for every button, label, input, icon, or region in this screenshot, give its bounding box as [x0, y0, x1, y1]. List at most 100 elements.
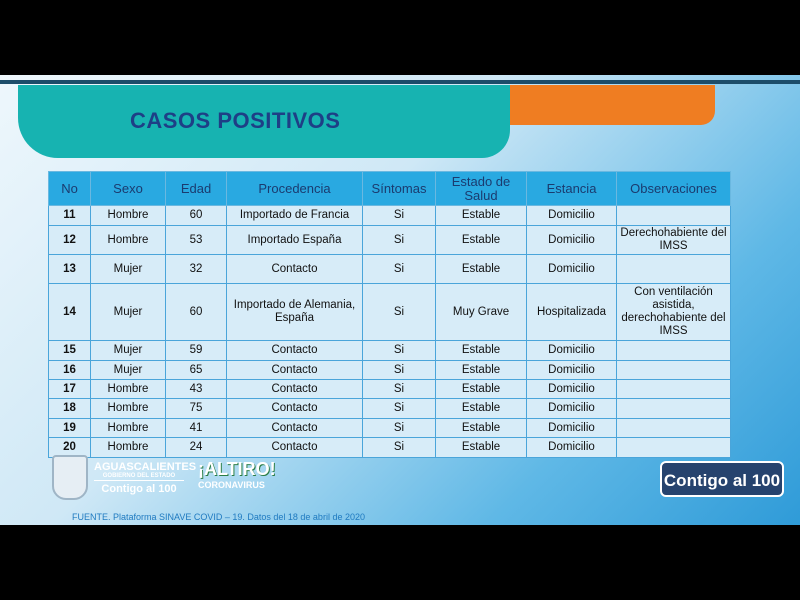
table-cell: Contacto — [226, 360, 363, 380]
table-row: 15 Mujer 59 Contacto Si Estable Domicilio — [48, 340, 731, 361]
table-cell: Hombre — [90, 398, 166, 419]
table-cell: 60 — [165, 283, 227, 341]
state-name: AGUASCALIENTES — [94, 461, 197, 473]
table-cell: Importado de Francia — [226, 205, 363, 226]
column-header: Estancia — [526, 171, 617, 206]
table-cell: Contacto — [226, 340, 363, 361]
column-header: Estado de Salud — [435, 171, 527, 206]
table-cell: Si — [362, 418, 436, 438]
table-cell: 43 — [165, 379, 227, 399]
altiro-logo: ¡ALTIRO! CORONAVIRUS — [198, 459, 276, 490]
table-cell: Estable — [435, 205, 527, 226]
table-cell: Estable — [435, 398, 527, 419]
column-header: Procedencia — [226, 171, 363, 206]
table-row: 12 Hombre 53 Importado España Si Estable Domic… — [48, 225, 731, 255]
table-cell: Si — [362, 340, 436, 361]
table-cell: Hombre — [90, 205, 166, 226]
table-cell: 60 — [165, 205, 227, 226]
table-cell: 18 — [48, 398, 91, 419]
table-row: 11 Hombre 60 Importado de Francia Si Estable D… — [48, 205, 731, 226]
table-cell: Si — [362, 398, 436, 419]
table-cell: Mujer — [90, 283, 166, 341]
coat-of-arms-logo — [52, 455, 88, 500]
table-cell: Mujer — [90, 360, 166, 380]
slide: CASOS POSITIVOS No Sexo Edad Procedencia Sín… — [0, 75, 800, 525]
table-cell: Si — [362, 254, 436, 284]
table-cell: 75 — [165, 398, 227, 419]
column-header: Edad — [165, 171, 227, 206]
top-line — [0, 80, 800, 84]
page-title: CASOS POSITIVOS — [130, 108, 341, 133]
table-cell: Domicilio — [526, 360, 617, 380]
table-cell: Estable — [435, 437, 527, 458]
table-row: 13 Mujer 32 Contacto Si Estable Domicilio — [48, 254, 731, 284]
table-cell: Derechohabiente del IMSS — [616, 225, 731, 255]
table-cell — [616, 360, 731, 380]
table-cell: Hombre — [90, 225, 166, 255]
table-cell: Muy Grave — [435, 283, 527, 341]
table-cell: Mujer — [90, 254, 166, 284]
table-cell: Si — [362, 379, 436, 399]
column-header: No — [48, 171, 91, 206]
altiro-text: ¡ALTIRO! — [198, 459, 276, 479]
table-row: 20 Hombre 24 Contacto Si Estable Domicilio — [48, 437, 731, 458]
table-cell: Si — [362, 283, 436, 341]
state-logo: AGUASCALIENTES GOBIERNO DEL ESTADO Conti… — [94, 461, 196, 495]
table-cell: 65 — [165, 360, 227, 380]
table-cell: Con ventilación asistida, derechohabient… — [616, 283, 731, 341]
table-cell: Domicilio — [526, 437, 617, 458]
table-cell: Si — [362, 205, 436, 226]
table-cell: 53 — [165, 225, 227, 255]
table-cell — [616, 254, 731, 284]
altiro-sub: CORONAVIRUS — [198, 480, 265, 490]
table-cell — [616, 340, 731, 361]
table-row: 18 Hombre 75 Contacto Si Estable Domicilio — [48, 398, 731, 419]
table-cell: Domicilio — [526, 418, 617, 438]
orange-banner — [470, 85, 715, 125]
column-header: Observaciones — [616, 171, 731, 206]
title-banner — [18, 85, 510, 158]
table-cell: 14 — [48, 283, 91, 341]
table-cell: 32 — [165, 254, 227, 284]
table-row: 17 Hombre 43 Contacto Si Estable Domicilio — [48, 379, 731, 399]
table-cell: Estable — [435, 225, 527, 255]
table-cell: 41 — [165, 418, 227, 438]
table-row: 19 Hombre 41 Contacto Si Estable Domicilio — [48, 418, 731, 438]
table-row: 16 Mujer 65 Contacto Si Estable Domicilio — [48, 360, 731, 380]
table-cell: Contacto — [226, 379, 363, 399]
table-cell: Domicilio — [526, 398, 617, 419]
table-cell: Domicilio — [526, 340, 617, 361]
table-cell — [616, 205, 731, 226]
table-cell: Importado de Alemania, España — [226, 283, 363, 341]
table-cell: 59 — [165, 340, 227, 361]
table-cell: Domicilio — [526, 379, 617, 399]
table-cell: Contacto — [226, 437, 363, 458]
table-cell: Contacto — [226, 398, 363, 419]
table-cell: Si — [362, 225, 436, 255]
slogan: Contigo al 100 — [101, 483, 177, 495]
table-cell — [616, 437, 731, 458]
table-cell: Importado España — [226, 225, 363, 255]
table-cell: 11 — [48, 205, 91, 226]
table-cell: 24 — [165, 437, 227, 458]
table-cell: 12 — [48, 225, 91, 255]
table-cell: 15 — [48, 340, 91, 361]
cases-table: No Sexo Edad Procedencia Síntomas Estado de S… — [48, 171, 731, 458]
table-cell: 17 — [48, 379, 91, 399]
table-cell: Domicilio — [526, 225, 617, 255]
table-cell: Hospitalizada — [526, 283, 617, 341]
table-cell: Domicilio — [526, 254, 617, 284]
table-cell: Estable — [435, 254, 527, 284]
table-cell: 16 — [48, 360, 91, 380]
contigo-badge: Contigo al 100 — [660, 461, 784, 497]
table-cell: Hombre — [90, 379, 166, 399]
table-cell: Si — [362, 437, 436, 458]
source-note: FUENTE. Plataforma SINAVE COVID – 19. Da… — [72, 512, 365, 522]
column-header: Sexo — [90, 171, 166, 206]
table-cell — [616, 379, 731, 399]
table-cell: Domicilio — [526, 205, 617, 226]
table-cell: Si — [362, 360, 436, 380]
table-cell — [616, 418, 731, 438]
table-cell: Estable — [435, 379, 527, 399]
table-cell: Mujer — [90, 340, 166, 361]
